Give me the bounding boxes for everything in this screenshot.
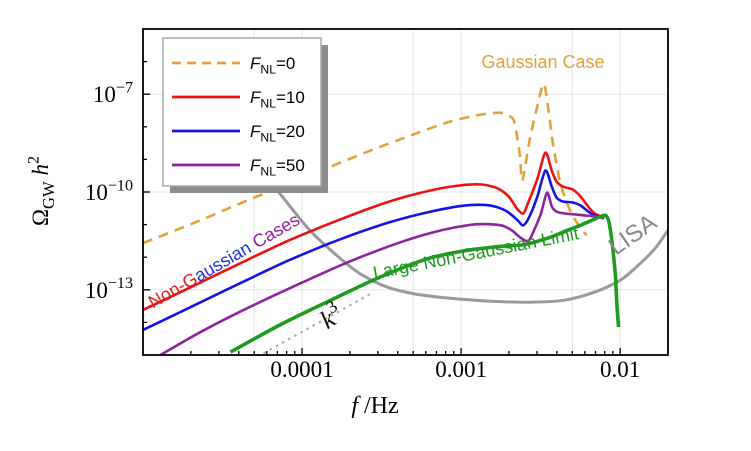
gaussian-case-label: Gaussian Case: [481, 52, 604, 72]
curve-f-nl-0-gaussian-case: [143, 82, 588, 245]
y-tick-label: 10−13: [85, 275, 133, 303]
legend-item-label: FNL=20: [250, 122, 305, 144]
curve-large-non-gaussian-limit: [229, 213, 621, 354]
x-tick-label: 0.001: [435, 357, 487, 382]
y-axis-label: ΩGW h2: [25, 156, 58, 226]
curve-f-nl-50: [159, 191, 605, 355]
x-tick-label: 0.0001: [270, 357, 333, 382]
curve-f-nl-10: [143, 151, 600, 312]
x-axis-label: f /Hz: [351, 393, 398, 419]
axis-ticks: [143, 60, 669, 355]
curve-k-3-reference-slope: [258, 291, 375, 355]
curve-lisa-sensitivity: [238, 149, 668, 304]
curve-f-nl-20: [143, 169, 600, 332]
y-tick-label: 10−10: [85, 177, 133, 205]
series-curves: [143, 82, 668, 355]
legend-item-label: FNL=50: [250, 156, 305, 178]
legend: FNL=0 FNL=10 FNL=20 FNL=50: [162, 37, 328, 193]
legend-item-label: FNL=0: [250, 54, 295, 76]
legend-item-label: FNL=10: [250, 88, 305, 110]
x-tick-label: 0.01: [600, 357, 640, 382]
y-tick-label: 10−7: [93, 80, 133, 108]
